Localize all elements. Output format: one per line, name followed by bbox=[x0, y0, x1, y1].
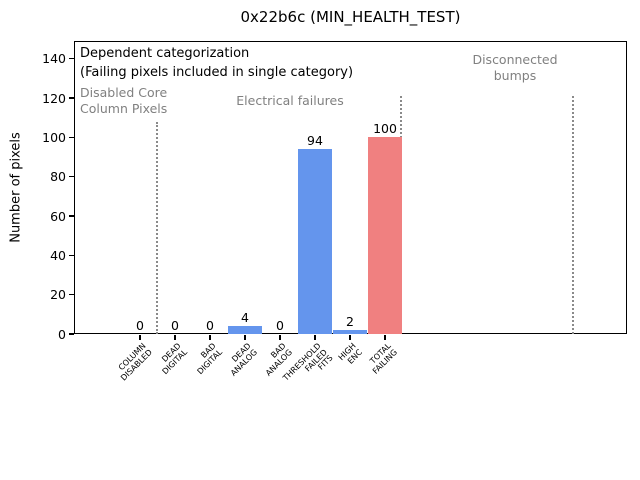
y-tick-mark bbox=[69, 57, 74, 60]
y-tick-label: 100 bbox=[42, 129, 66, 145]
plot-area bbox=[74, 41, 627, 334]
y-tick-mark bbox=[69, 175, 74, 178]
y-tick-mark bbox=[69, 254, 74, 257]
x-tick-mark bbox=[174, 335, 176, 340]
y-tick-mark bbox=[69, 136, 74, 139]
bar-value-label: 94 bbox=[307, 133, 323, 149]
region-label-disabled-core-column-pixels: Disabled Core Column Pixels bbox=[80, 85, 168, 116]
x-tick-mark bbox=[209, 335, 211, 340]
x-tick-mark bbox=[384, 335, 386, 340]
y-tick-mark bbox=[69, 215, 74, 217]
x-tick-mark bbox=[244, 335, 246, 340]
bar-dead-analog bbox=[228, 326, 262, 334]
bar-value-label: 100 bbox=[373, 121, 397, 137]
bar-high-enc bbox=[333, 330, 367, 334]
y-tick-mark bbox=[69, 293, 74, 296]
y-tick-mark bbox=[69, 97, 74, 99]
annotation-dependent-categorization: Dependent categorization bbox=[80, 46, 250, 61]
x-tick-mark bbox=[279, 335, 281, 340]
y-axis-label: Number of pixels bbox=[8, 132, 24, 243]
bar-value-label: 0 bbox=[171, 318, 179, 333]
region-label-electrical-failures: Electrical failures bbox=[236, 93, 344, 108]
y-tick-label: 20 bbox=[50, 287, 66, 303]
y-tick-label: 60 bbox=[50, 208, 66, 224]
bar-value-label: 0 bbox=[136, 318, 144, 333]
bar-total-failing bbox=[368, 137, 402, 334]
annotation-failing-pixels-note: (Failing pixels included in single categ… bbox=[80, 65, 354, 80]
chart-title: 0x22b6c (MIN_HEALTH_TEST) bbox=[240, 8, 461, 26]
y-tick-label: 80 bbox=[50, 169, 66, 185]
bar-value-label: 0 bbox=[276, 318, 284, 333]
y-tick-mark bbox=[69, 333, 74, 335]
bar-value-label: 0 bbox=[206, 318, 214, 333]
separator-disabled-core-region bbox=[156, 122, 158, 334]
x-tick-mark bbox=[139, 335, 141, 340]
bar-threshold-failed-fits bbox=[298, 149, 332, 334]
bar-value-label: 4 bbox=[241, 310, 249, 326]
x-tick-mark bbox=[349, 335, 351, 340]
x-tick-mark bbox=[314, 335, 316, 340]
bar-value-label: 2 bbox=[346, 314, 354, 330]
separator-disconnected-bumps-region bbox=[572, 96, 574, 334]
y-tick-label: 140 bbox=[42, 51, 66, 67]
region-label-disconnected-bumps: Disconnected bumps bbox=[472, 52, 558, 83]
y-tick-label: 120 bbox=[42, 90, 66, 106]
y-tick-label: 40 bbox=[50, 247, 66, 263]
y-tick-label: 0 bbox=[58, 326, 66, 342]
